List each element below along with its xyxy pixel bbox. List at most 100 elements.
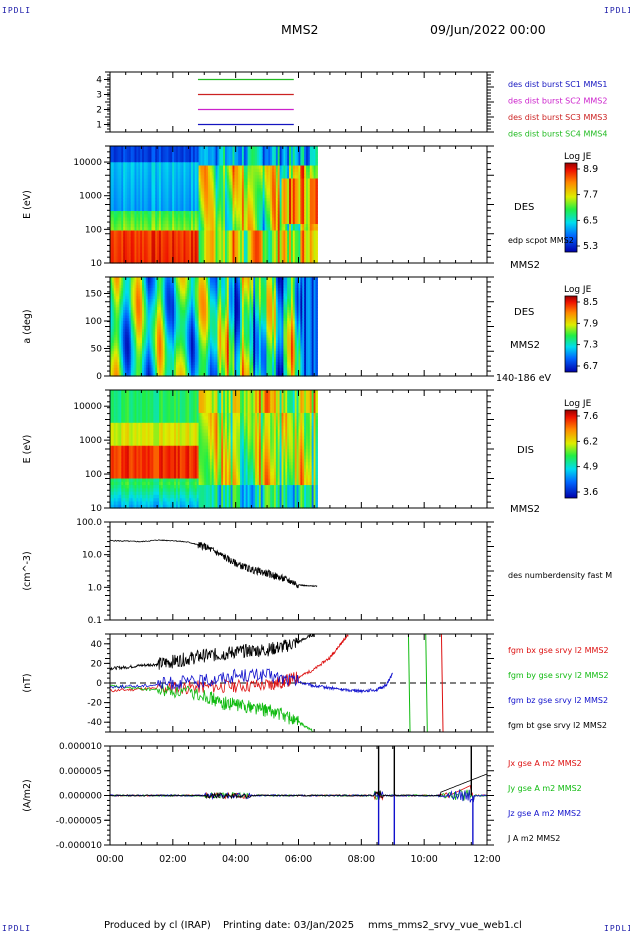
spectrogram-cell: [132, 149, 136, 154]
spectrogram-cell: [168, 233, 171, 238]
spectrogram-cell: [125, 230, 128, 235]
spectrogram-cell: [287, 152, 290, 157]
spectrogram-cell: [258, 149, 262, 154]
spectrogram-cell: [228, 259, 232, 264]
spectrogram-cell: [192, 162, 196, 167]
spectrogram-cell: [168, 243, 171, 248]
spectrogram-cell: [192, 243, 196, 248]
spectrogram-cell: [126, 343, 130, 347]
spectrogram-cell: [172, 220, 175, 225]
spectrogram-cell: [202, 191, 205, 196]
spectrogram-cell: [200, 204, 203, 209]
spectrogram-cell: [140, 282, 143, 286]
spectrogram-cell: [294, 168, 298, 173]
spectrogram-cell: [117, 240, 121, 245]
spectrogram-cell: [206, 259, 209, 264]
spectrogram-cell: [136, 214, 139, 219]
spectrogram-cell: [315, 178, 318, 183]
spectrogram-cell: [110, 165, 113, 170]
spectrogram-cell: [143, 172, 147, 176]
spectrogram-cell: [153, 318, 156, 322]
spectrogram-cell: [275, 207, 279, 212]
spectrogram-cell: [147, 146, 151, 150]
spectrogram-cell: [140, 326, 143, 330]
spectrogram-cell: [126, 310, 130, 314]
spectrogram-cell: [211, 185, 215, 189]
spectrogram-cell: [268, 253, 271, 258]
spectrogram-cell: [211, 243, 215, 248]
spectrogram-cell: [111, 329, 115, 333]
spectrogram-cell: [126, 175, 130, 180]
spectrogram-cell: [181, 201, 185, 206]
spectrogram-cell: [253, 250, 256, 254]
spectrogram-cell: [221, 253, 224, 258]
spectrogram-cell: [168, 227, 171, 232]
spectrogram-cell: [262, 214, 266, 219]
spectrogram-cell: [213, 172, 217, 176]
spectrogram-cell: [223, 256, 226, 261]
spectrogram-cell: [147, 194, 151, 199]
spectrogram-cell: [119, 367, 122, 372]
spectrogram-cell: [275, 191, 279, 196]
spectrogram-cell: [307, 253, 311, 258]
spectrogram-cell: [226, 211, 230, 215]
spectrogram-cell: [262, 175, 266, 180]
spectrogram-cell: [177, 224, 181, 228]
spectrogram-cell: [125, 162, 128, 167]
spectrogram-cell: [125, 146, 128, 150]
spectrogram-cell: [228, 159, 232, 163]
spectrogram-cell: [115, 233, 119, 238]
spectrogram-cell: [128, 334, 132, 339]
spectrogram-cell: [247, 217, 251, 222]
spectrogram-cell: [281, 168, 285, 173]
spectrogram-cell: [119, 340, 122, 344]
spectrogram-cell: [155, 204, 158, 209]
spectrogram-cell: [249, 224, 252, 228]
spectrogram-cell: [243, 217, 247, 222]
spectrogram-cell: [272, 233, 275, 238]
spectrogram-cell: [155, 277, 158, 281]
spectrogram-cell: [140, 211, 143, 215]
spectrogram-cell: [140, 227, 143, 232]
spectrogram-cell: [311, 181, 315, 186]
spectrogram-cell: [300, 178, 303, 183]
spectrogram-cell: [126, 323, 130, 328]
spectrogram-cell: [226, 181, 230, 186]
spectrogram-cell: [185, 224, 188, 228]
spectrogram-cell: [147, 168, 151, 173]
spectrogram-cell: [302, 159, 305, 163]
spectrogram-cell: [132, 152, 136, 157]
spectrogram-cell: [194, 211, 198, 215]
spectrogram-cell: [115, 370, 119, 374]
spectrogram-cell: [313, 250, 317, 254]
spectrogram-cell: [162, 168, 166, 173]
spectrogram-cell: [191, 204, 194, 209]
spectrogram-cell: [277, 246, 281, 251]
spectrogram-cell: [217, 181, 220, 186]
spectrogram-cell: [191, 230, 194, 235]
spectrogram-cell: [206, 201, 209, 206]
spectrogram-cell: [160, 152, 164, 157]
spectrogram-cell: [279, 191, 283, 196]
spectrogram-cell: [204, 162, 207, 167]
spectrogram-cell: [147, 233, 151, 238]
spectrogram-cell: [151, 152, 154, 157]
spectrogram-cell: [136, 149, 139, 154]
spectrogram-cell: [290, 168, 294, 173]
spectrogram-cell: [217, 243, 220, 248]
spectrogram-cell: [307, 204, 311, 209]
spectrogram-cell: [298, 185, 301, 189]
spectrogram-cell: [281, 207, 285, 212]
spectrogram-cell: [236, 259, 239, 264]
spectrogram-cell: [315, 207, 318, 212]
spectrogram-cell: [155, 230, 158, 235]
spectrogram-cell: [249, 240, 252, 245]
spectrogram-cell: [160, 250, 164, 254]
spectrogram-cell: [300, 243, 303, 248]
spectrogram-cell: [249, 246, 252, 251]
spectrogram-cell: [191, 198, 194, 202]
spectrogram-cell: [174, 159, 177, 163]
spectrogram-cell: [260, 178, 264, 183]
spectrogram-cell: [155, 237, 158, 241]
spectrogram-cell: [272, 220, 275, 225]
